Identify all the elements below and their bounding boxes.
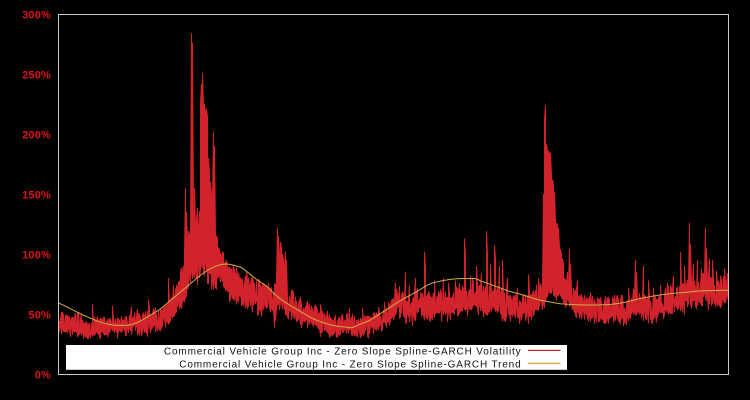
svg-text:150%: 150% [22, 190, 51, 202]
svg-text:50%: 50% [28, 310, 51, 322]
svg-text:0%: 0% [35, 370, 51, 382]
svg-text:100%: 100% [22, 250, 51, 262]
svg-text:250%: 250% [22, 70, 51, 82]
svg-text:200%: 200% [22, 130, 51, 142]
svg-text:Commercial Vehicle Group Inc -: Commercial Vehicle Group Inc - Zero Slop… [179, 359, 521, 370]
svg-text:Commercial Vehicle Group Inc -: Commercial Vehicle Group Inc - Zero Slop… [164, 346, 522, 357]
svg-text:300%: 300% [22, 10, 51, 22]
